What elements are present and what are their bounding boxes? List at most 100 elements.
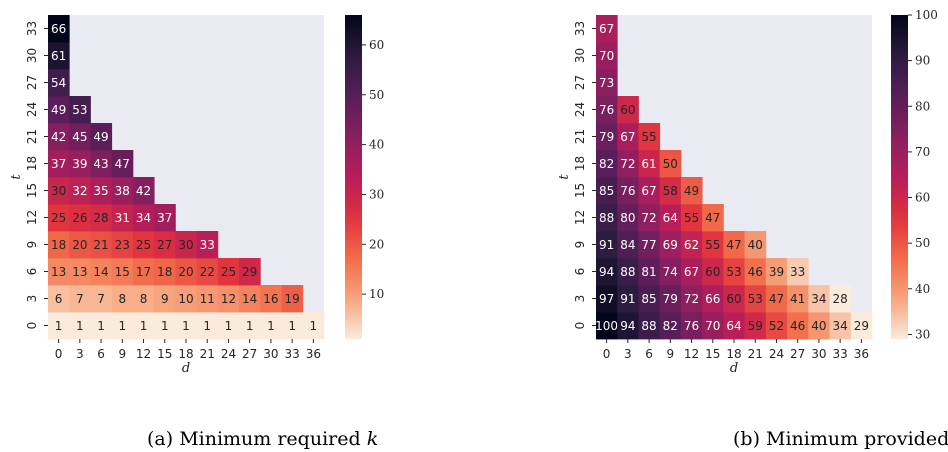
y-tick-label: 30	[25, 48, 39, 63]
cell-value-label: 66	[51, 22, 66, 36]
cell-value-label: 1	[288, 319, 296, 333]
heatmap-cell	[617, 312, 639, 340]
x-tick-label: 21	[748, 347, 763, 361]
x-tick-label: 9	[666, 347, 674, 361]
heatmap-cell	[132, 312, 155, 340]
cell-value-label: 91	[620, 292, 635, 306]
x-tick-label: 27	[242, 347, 257, 361]
cell-value-label: 30	[51, 184, 66, 198]
cell-value-label: 97	[599, 292, 614, 306]
cell-value-label: 52	[769, 319, 784, 333]
heatmap-cell	[596, 69, 618, 97]
cell-value-label: 38	[115, 184, 130, 198]
heatmap-cell	[90, 150, 113, 178]
cell-value-label: 67	[599, 22, 614, 36]
cell-value-label: 60	[705, 265, 720, 279]
heatmap-cell	[680, 177, 703, 205]
y-tick-label: 33	[573, 21, 587, 36]
cell-value-label: 61	[51, 49, 66, 63]
cell-value-label: 58	[663, 184, 678, 198]
heatmap-cell	[596, 177, 618, 205]
heatmap-cell	[596, 285, 618, 313]
heatmap-cell	[48, 312, 70, 340]
cell-value-label: 100	[595, 319, 618, 333]
cell-value-label: 55	[641, 130, 656, 144]
heatmap-cell	[808, 285, 830, 313]
x-tick-label: 0	[603, 347, 611, 361]
heatmap-cell	[48, 123, 70, 151]
heatmap-cell	[196, 258, 219, 286]
heatmap-cell	[175, 285, 198, 313]
y-tick-label: 12	[25, 210, 39, 225]
cell-value-label: 62	[684, 238, 699, 252]
colorbar-tick-label: 80	[915, 99, 930, 113]
cell-value-label: 22	[200, 265, 215, 279]
cell-value-label: 1	[225, 319, 233, 333]
heatmap-cell	[196, 312, 219, 340]
y-tick-label: 21	[25, 129, 39, 144]
cell-value-label: 47	[726, 238, 741, 252]
heatmap-cell	[808, 312, 830, 340]
x-tick-label: 15	[157, 347, 172, 361]
x-tick-label: 24	[769, 347, 784, 361]
heatmap-cell	[787, 312, 809, 340]
x-tick-label: 36	[306, 347, 321, 361]
cell-value-label: 47	[769, 292, 784, 306]
cell-value-label: 76	[684, 319, 699, 333]
heatmap-cell	[638, 231, 661, 259]
cell-value-label: 53	[726, 265, 741, 279]
colorbar-tick-label: 30	[369, 187, 384, 201]
heatmap-cell	[596, 15, 618, 43]
heatmap-cell	[90, 204, 113, 232]
colorbar	[891, 15, 908, 339]
cell-value-label: 8	[118, 292, 126, 306]
cell-value-label: 91	[599, 238, 614, 252]
heatmap-cell	[239, 312, 261, 340]
heatmap-cell	[69, 96, 91, 124]
heatmap-cell	[217, 312, 240, 340]
y-tick-label: 0	[573, 322, 587, 330]
y-axis-label: t	[9, 174, 24, 180]
cell-value-label: 60	[620, 103, 635, 117]
heatmap-cell	[48, 258, 70, 286]
cell-value-label: 30	[178, 238, 193, 252]
cell-value-label: 37	[51, 157, 66, 171]
heatmap-cell	[48, 204, 70, 232]
heatmap-cell	[111, 285, 134, 313]
cell-value-label: 42	[136, 184, 151, 198]
x-tick-label: 21	[200, 347, 215, 361]
heatmap-cell	[659, 231, 682, 259]
x-tick-label: 18	[178, 347, 193, 361]
heatmap-cell	[196, 285, 219, 313]
x-tick-label: 12	[684, 347, 699, 361]
heatmap-cell	[69, 285, 91, 313]
y-tick-label: 24	[573, 102, 587, 117]
heatmap-cell	[702, 231, 724, 259]
heatmap-cell	[617, 204, 639, 232]
heatmap-cell	[596, 96, 618, 124]
heatmap-cell	[638, 312, 661, 340]
heatmap-cell	[765, 258, 788, 286]
heatmap-cell	[90, 312, 113, 340]
cell-value-label: 8	[140, 292, 148, 306]
y-tick-label: 3	[25, 295, 39, 303]
cell-value-label: 70	[705, 319, 720, 333]
cell-value-label: 42	[51, 130, 66, 144]
heatmap-cell	[239, 285, 261, 313]
heatmap-cell	[702, 258, 724, 286]
heatmap-cell	[132, 285, 155, 313]
colorbar-tick-label: 10	[369, 287, 384, 301]
heatmap-cell	[69, 258, 91, 286]
heatmap-cell	[596, 150, 618, 178]
heatmap-cell	[723, 285, 746, 313]
heatmap-cell	[659, 177, 682, 205]
heatmap-cell	[680, 231, 703, 259]
heatmap-cell	[596, 42, 618, 70]
heatmap-cell	[659, 204, 682, 232]
heatmap-cell	[260, 312, 282, 340]
heatmap-cell	[69, 231, 91, 259]
heatmap-cell	[723, 258, 746, 286]
cell-value-label: 40	[811, 319, 826, 333]
heatmap-cell	[596, 123, 618, 151]
heatmap-cell	[69, 123, 91, 151]
